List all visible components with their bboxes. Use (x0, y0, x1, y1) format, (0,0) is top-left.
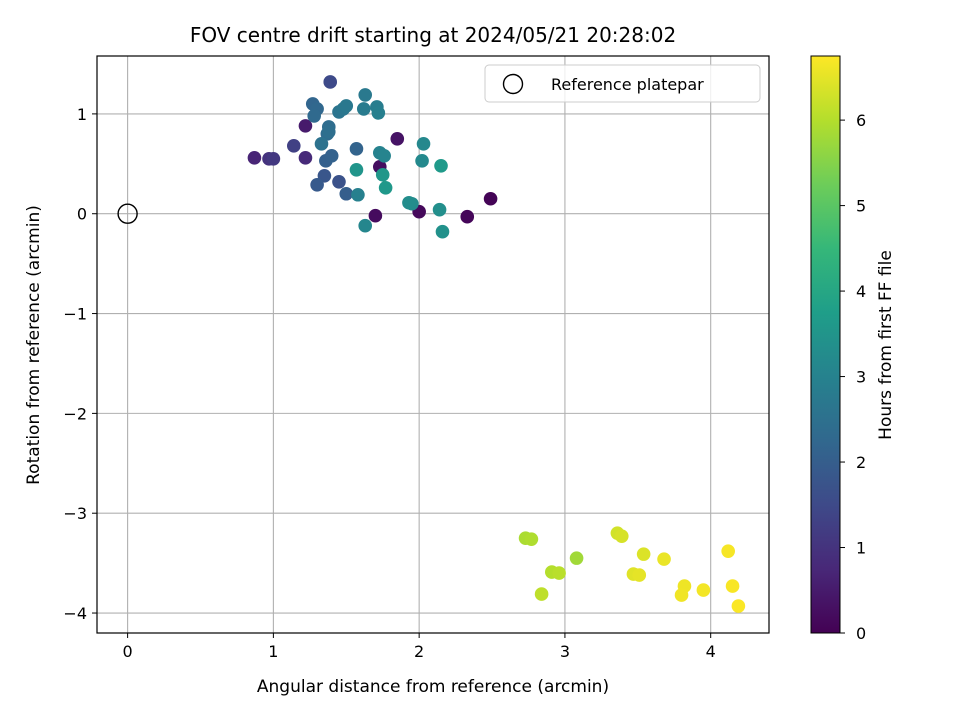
colorbar-label: Hours from first FF file (876, 250, 896, 440)
data-point (314, 137, 329, 151)
data-point (349, 163, 364, 177)
data-points (117, 75, 746, 613)
colorbar-tick-label: 1 (856, 539, 866, 558)
data-point (432, 202, 447, 217)
data-point (721, 544, 735, 558)
x-tick-label: 2 (414, 642, 424, 661)
colorbar-tick-label: 3 (856, 368, 866, 387)
data-point (307, 109, 321, 123)
data-point (390, 132, 405, 146)
data-point (378, 180, 393, 195)
data-point (725, 579, 740, 593)
data-point (356, 102, 371, 116)
y-tick-label: −2 (63, 404, 87, 423)
data-point (731, 599, 746, 613)
data-point (569, 551, 584, 565)
data-point (696, 583, 711, 597)
legend-box (484, 64, 761, 103)
colorbar-gradient (811, 56, 840, 633)
data-point (298, 119, 313, 133)
data-point (674, 588, 689, 602)
data-point (552, 566, 566, 580)
data-point (415, 154, 429, 168)
x-axis-label: Angular distance from reference (arcmin) (257, 677, 609, 697)
data-point (534, 587, 549, 601)
colorbar: 0 1 2 3 4 5 6 Hours from first FF file (810, 55, 896, 643)
data-point (636, 547, 651, 561)
x-tick-label: 0 (123, 642, 133, 661)
colorbar-tick-label: 6 (856, 111, 866, 130)
y-tick-label: 0 (77, 205, 87, 224)
legend-marker-open-circle-icon (502, 73, 524, 95)
data-point (632, 568, 647, 582)
data-point (358, 88, 373, 102)
data-point (321, 125, 336, 139)
data-point (298, 151, 313, 165)
data-point (368, 208, 383, 223)
colorbar-tick-label: 2 (856, 453, 866, 472)
data-point (434, 159, 448, 173)
data-point (435, 224, 450, 239)
data-point (323, 75, 338, 89)
data-point (402, 195, 416, 210)
data-point (266, 152, 281, 166)
data-point (358, 218, 373, 233)
data-point (247, 151, 262, 165)
grid (97, 56, 769, 633)
data-point (310, 177, 324, 192)
x-tick-label: 4 (706, 642, 716, 661)
data-point (483, 191, 498, 206)
data-point (416, 137, 431, 151)
y-tick-label: 1 (77, 105, 87, 124)
y-tick-label: −3 (63, 504, 87, 523)
legend-label-reference-platepar: Reference platepar (551, 75, 704, 94)
colorbar-tick-label: 0 (856, 624, 866, 643)
data-point (324, 149, 339, 163)
legend: Reference platepar (484, 64, 761, 103)
axis-ticks: 0 1 2 3 4 1 0 −1 −2 −3 −4 (63, 105, 715, 661)
data-point (332, 174, 346, 189)
reference-platepar-marker (117, 203, 138, 224)
data-point (657, 552, 671, 566)
data-point (351, 187, 365, 202)
y-axis-label: Rotation from reference (arcmin) (24, 205, 44, 485)
chart-title: FOV centre drift starting at 2024/05/21 … (190, 23, 676, 47)
y-tick-label: −1 (63, 305, 87, 324)
x-tick-label: 1 (268, 642, 278, 661)
data-point (614, 529, 629, 543)
data-point (371, 106, 386, 120)
colorbar-ticks: 0 1 2 3 4 5 6 (840, 111, 866, 643)
colorbar-tick-label: 5 (856, 197, 866, 216)
x-tick-label: 3 (560, 642, 570, 661)
data-point (349, 142, 364, 156)
data-point (375, 167, 390, 182)
colorbar-tick-label: 4 (856, 282, 866, 301)
y-tick-label: −4 (63, 604, 87, 623)
data-point (317, 168, 332, 183)
data-point (460, 209, 475, 224)
data-point (286, 139, 301, 153)
plot-area-frame (96, 55, 770, 634)
colorbar-frame (810, 55, 841, 634)
data-point (339, 186, 354, 201)
data-point (524, 532, 539, 546)
data-point (377, 149, 391, 163)
data-point (339, 99, 354, 113)
